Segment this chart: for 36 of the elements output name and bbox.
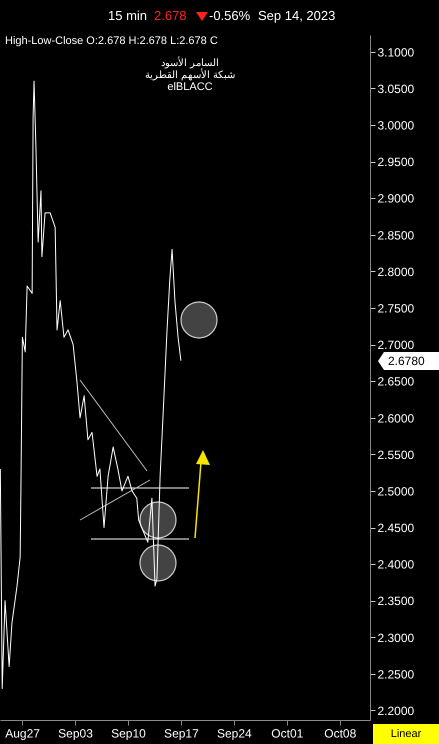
x-tick-label: Oct08 <box>324 726 357 740</box>
y-tick-label: 2.2000 <box>378 704 415 718</box>
y-tick-label: 3.1000 <box>378 45 415 60</box>
y-tick-label: 2.5500 <box>378 448 415 462</box>
x-tick-label: Aug27 <box>5 726 40 740</box>
annotation: السامر الأسود <box>161 57 219 69</box>
y-tick-label: 2.4500 <box>378 521 415 536</box>
y-tick-label: 3.0000 <box>378 118 415 133</box>
text: 2.6780 <box>378 352 439 370</box>
x-tick-label: Sep24 <box>217 726 252 740</box>
x-tick-label: Sep10 <box>111 726 146 740</box>
y-tick-label: 2.3500 <box>378 594 415 608</box>
y-tick-label: 2.9000 <box>378 192 415 206</box>
y-tick-label: 2.6500 <box>378 374 415 389</box>
text: Linear <box>373 724 439 744</box>
x-tick-label: Sep17 <box>164 726 200 740</box>
x-tick-label: Sep03 <box>58 726 94 740</box>
x-tick-label: Oct01 <box>271 726 304 740</box>
y-tick-label: 2.3000 <box>378 630 415 645</box>
y-tick-label: 2.7000 <box>378 338 415 352</box>
annotation: شبكة الأسهم القطرية <box>145 69 235 81</box>
text: -0.56% <box>209 8 250 23</box>
y-tick-label: 2.4000 <box>378 558 415 572</box>
annotation: High-Low-Close O:2.678 H:2.678 L:2.678 C <box>5 35 218 47</box>
annotation: elBLACC <box>167 81 213 93</box>
text: Sep 14, 2023 <box>258 8 336 23</box>
y-tick-label: 3.0500 <box>378 82 415 96</box>
y-tick-label: 2.8500 <box>378 228 415 242</box>
y-tick-label: 2.5000 <box>378 484 415 498</box>
y-tick-label: 2.7500 <box>378 301 415 316</box>
y-tick-label: 2.8000 <box>378 264 415 279</box>
text: 15 min <box>108 8 148 23</box>
y-tick-label: 2.2500 <box>378 667 415 682</box>
y-tick-label: 2.6000 <box>378 411 415 426</box>
text: 2.678 <box>154 8 187 23</box>
y-tick-label: 2.9500 <box>378 155 415 170</box>
